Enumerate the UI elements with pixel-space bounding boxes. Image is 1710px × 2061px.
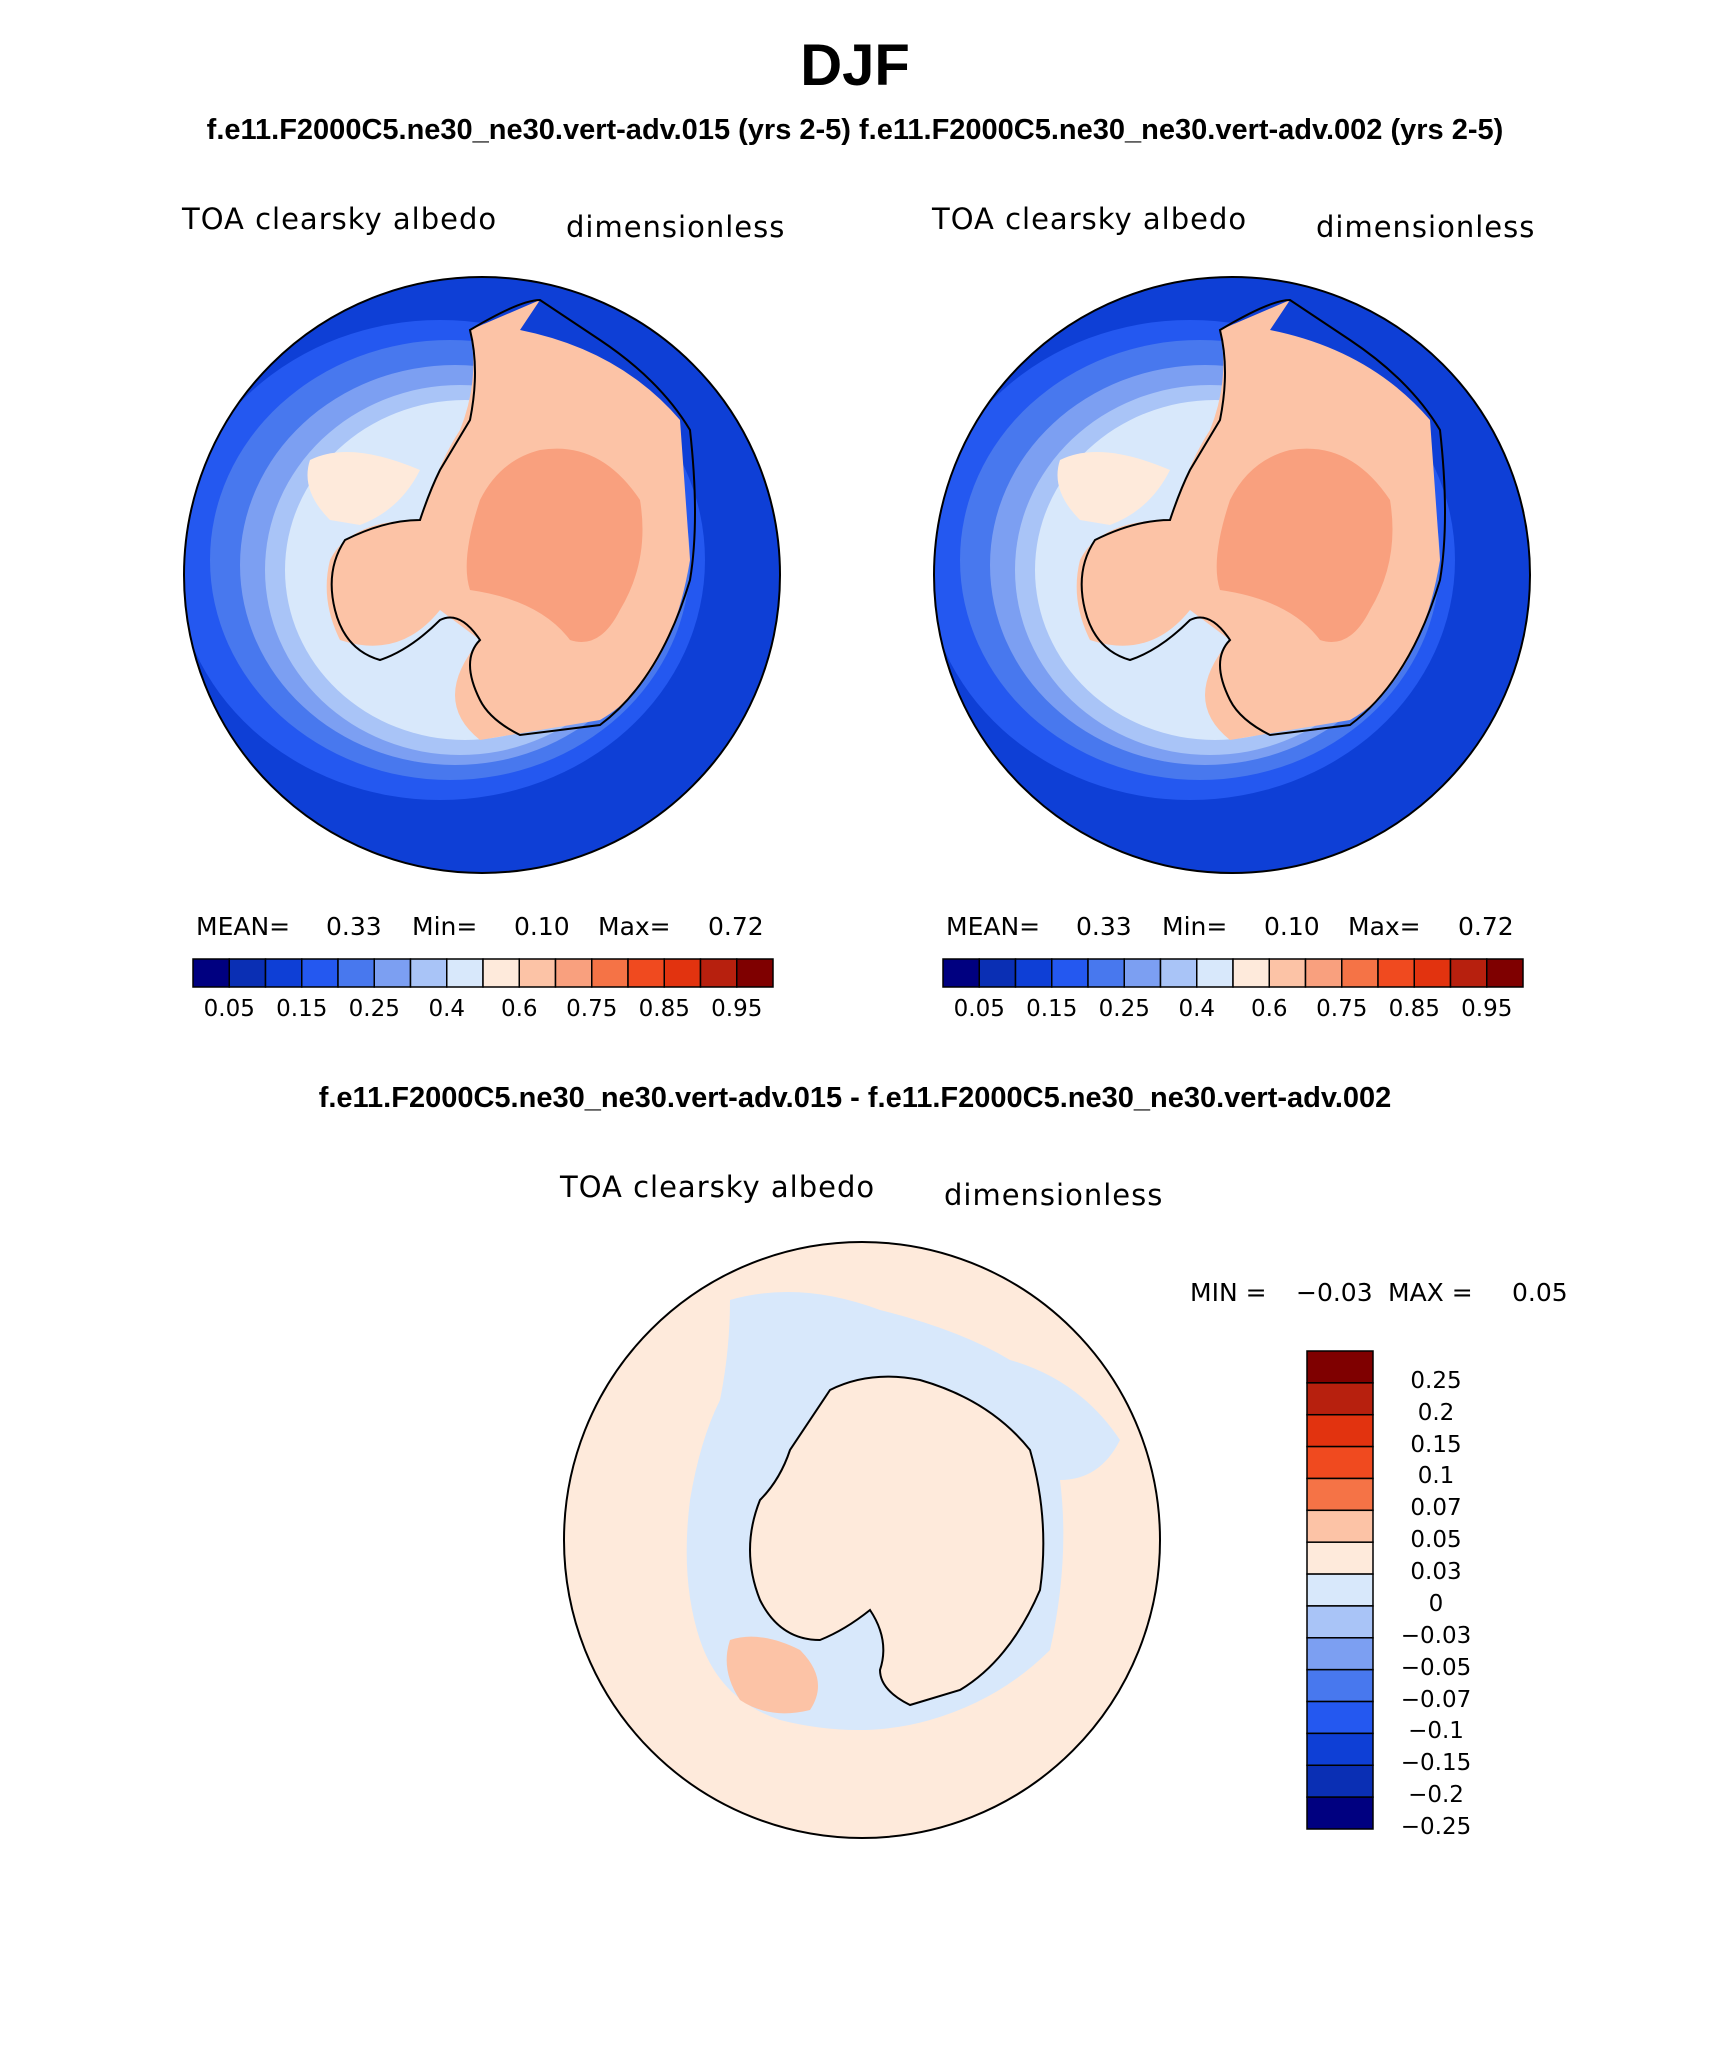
colorbar-tick-label: 0.75 [566,996,618,1022]
colorbar-swatch [627,958,665,988]
colorbar-swatch [409,958,448,988]
panel2-min-value: 0.10 [1264,912,1320,941]
colorbar-tick-label: −0.1 [1408,1718,1464,1745]
colorbar-tick-label: 0.4 [428,996,466,1022]
colorbar-tick-label: 0.05 [953,996,1005,1022]
colorbar-swatch [1413,958,1452,988]
colorbar-tick-label: −0.15 [1400,1750,1472,1777]
panel2-mean-value: 0.33 [1076,912,1132,941]
colorbar-panel3-ticks: 0.25 0.2 0.15 0.1 0.07 0.05 0.03 0 −0.03 −0.05 −0.… [1386,1350,1506,1840]
figure-title: DJF [800,33,910,98]
colorbar-swatch [228,958,267,988]
colorbar-swatch [1232,958,1270,988]
colorbar-swatch [1306,1509,1374,1543]
colorbar-panel3 [1306,1350,1374,1830]
colorbar-tick-label: 0.85 [1388,996,1440,1022]
panel2-units: dimensionless [1316,210,1536,244]
colorbar-panel1 [192,958,774,988]
colorbar-tick-label: 0.75 [1316,996,1368,1022]
panel3-units: dimensionless [944,1178,1164,1212]
panel3-max-value: 0.05 [1512,1278,1568,1307]
colorbar-swatch [1306,1764,1374,1798]
panel2-min-label: Min= [1162,912,1228,941]
colorbar-tick-label: 0.15 [276,996,328,1022]
colorbar-tick-label: 0.07 [1410,1495,1462,1522]
colorbar-swatch [518,958,557,988]
colorbar-tick-label: 0.6 [500,996,538,1022]
colorbar-swatch [1306,1732,1374,1767]
colorbar-tick-label: 0 [1428,1590,1444,1617]
colorbar-tick-label: −0.2 [1408,1782,1464,1809]
colorbar-tick-label: 0.15 [1026,996,1078,1022]
panel3-max-label: MAX = [1388,1278,1473,1307]
colorbar-panel2 [942,958,1524,988]
colorbar-swatch [1449,958,1488,988]
colorbar-swatch [1306,1350,1374,1384]
colorbar-tick-label: −0.07 [1400,1686,1472,1713]
colorbar-swatch [1306,1477,1374,1512]
colorbar-swatch [1341,958,1379,988]
panel2-variable: TOA clearsky albedo [932,202,1248,236]
colorbar-swatch [1486,958,1524,988]
panel3-min-label: MIN = [1190,1278,1267,1307]
panel1-min-value: 0.10 [514,912,570,941]
colorbar-tick-label: 0.4 [1178,996,1216,1022]
colorbar-swatch [1306,1637,1374,1671]
panel1-max-label: Max= [598,912,671,941]
colorbar-swatch [1306,1445,1374,1480]
colorbar-swatch [264,958,303,988]
panel1-variable: TOA clearsky albedo [182,202,498,236]
colorbar-swatch [1306,1668,1374,1703]
colorbar-tick-label: 0.95 [711,996,763,1022]
colorbar-tick-label: 0.05 [203,996,255,1022]
colorbar-tick-label: 0.2 [1417,1399,1455,1426]
panel1-mean-label: MEAN= [196,912,291,941]
colorbar-swatch [301,958,339,988]
colorbar-tick-label: 0.25 [348,996,400,1022]
panel2-max-value: 0.72 [1458,912,1514,941]
panel3-min-value: −0.03 [1296,1278,1373,1307]
colorbar-tick-label: 0.6 [1250,996,1288,1022]
panel1-mean-value: 0.33 [326,912,382,941]
colorbar-swatch [1306,1700,1374,1735]
colorbar-swatch [482,958,520,988]
colorbar-swatch [942,958,980,988]
colorbar-swatch [1306,1382,1374,1416]
colorbar-tick-label: 0.85 [638,996,690,1022]
panel1-max-value: 0.72 [708,912,764,941]
colorbar-swatch [1014,958,1053,988]
colorbar-panel2-ticks: 0.05 0.15 0.25 0.4 0.6 0.75 0.85 0.95 [942,996,1524,1026]
panel1-units: dimensionless [566,210,786,244]
colorbar-tick-label: 0.25 [1098,996,1150,1022]
colorbar-swatch [736,958,774,988]
colorbar-panel1-ticks: 0.05 0.15 0.25 0.4 0.6 0.75 0.85 0.95 [192,996,774,1026]
colorbar-tick-label: −0.03 [1400,1622,1472,1649]
colorbar-tick-label: 0.15 [1410,1431,1462,1458]
diff-subtitle: f.e11.F2000C5.ne30_ne30.vert-adv.015 - f… [318,1082,1392,1114]
panel2-mean-label: MEAN= [946,912,1041,941]
colorbar-swatch [1306,1573,1374,1607]
colorbar-swatch [1306,1413,1374,1448]
colorbar-tick-label: −0.05 [1400,1654,1472,1681]
colorbar-swatch [1306,1605,1374,1639]
colorbar-swatch [1306,1541,1374,1575]
colorbar-tick-label: 0.05 [1410,1527,1462,1554]
colorbar-tick-label: −0.25 [1400,1814,1472,1840]
panel3-variable: TOA clearsky albedo [560,1170,876,1204]
colorbar-swatch [1306,1796,1374,1830]
colorbar-tick-label: 0.03 [1410,1559,1462,1586]
colorbar-swatch [1268,958,1307,988]
colorbar-tick-label: 0.1 [1417,1463,1455,1490]
colorbar-swatch [554,958,593,988]
panel1-min-label: Min= [412,912,478,941]
panel2-max-label: Max= [1348,912,1421,941]
colorbar-tick-label: 0.95 [1461,996,1513,1022]
colorbar-tick-label: 0.25 [1410,1367,1462,1394]
top-subtitle: f.e11.F2000C5.ne30_ne30.vert-adv.015 (yr… [206,114,1504,146]
